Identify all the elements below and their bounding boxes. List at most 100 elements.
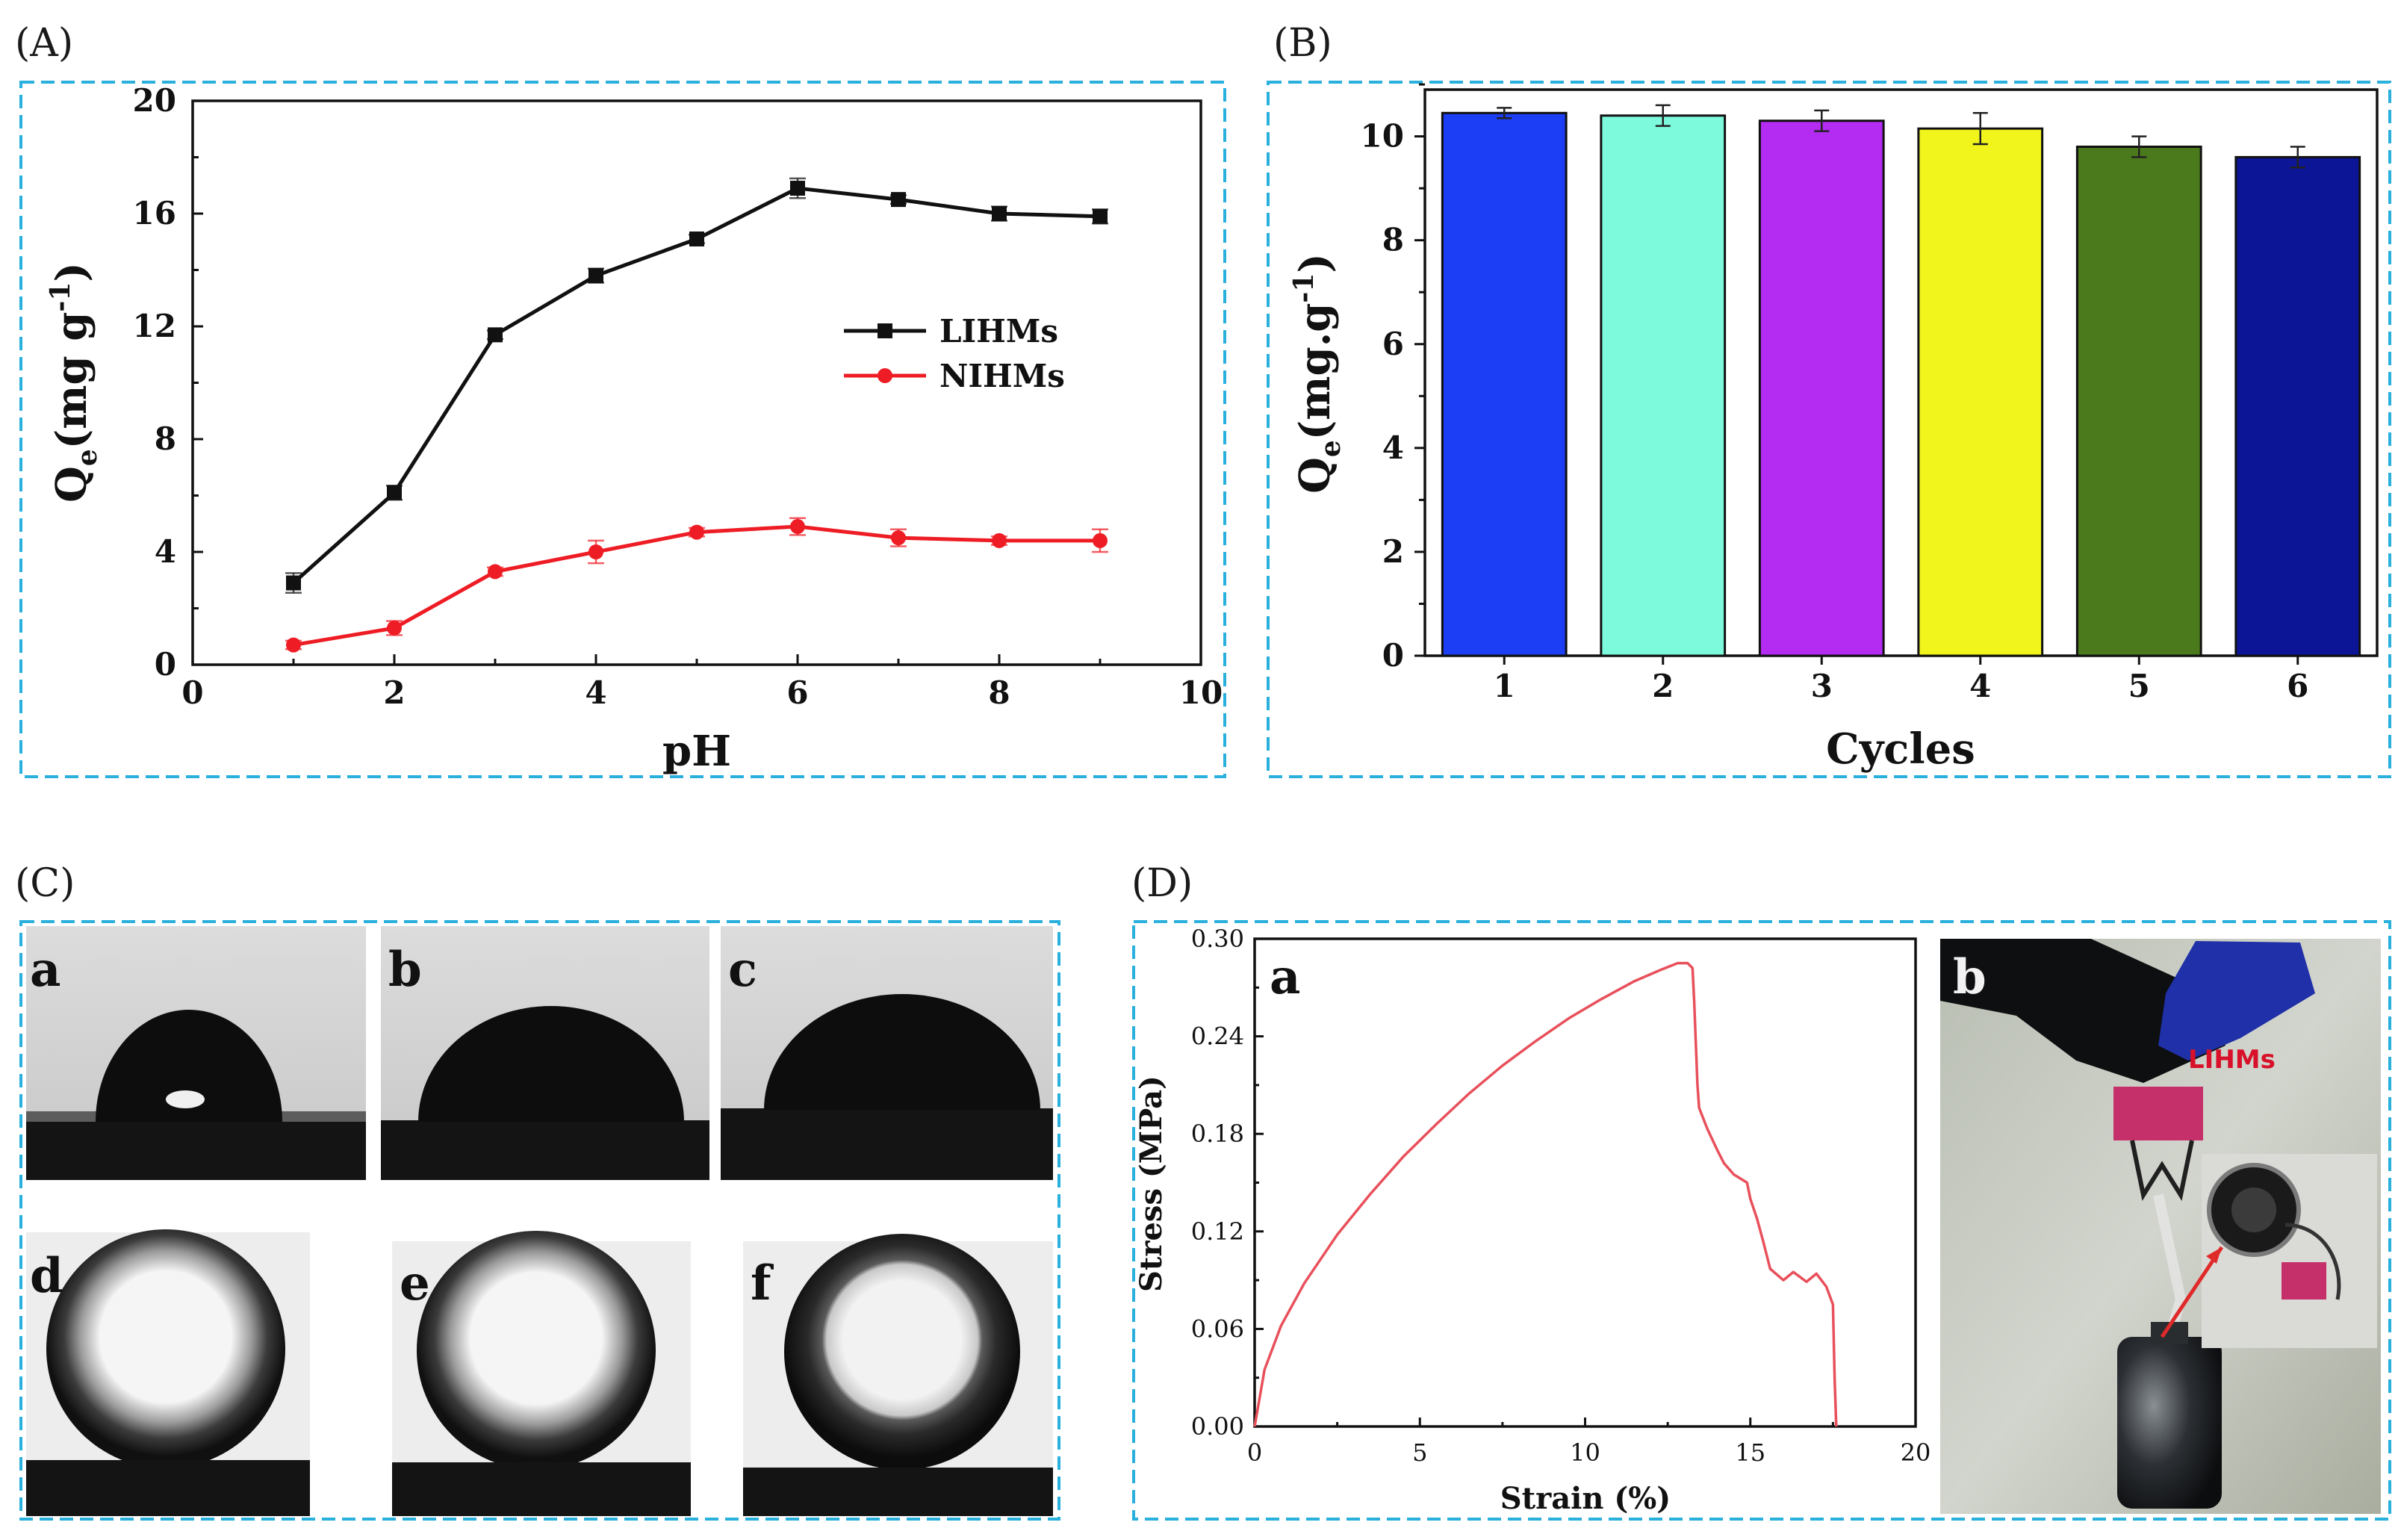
- y-tick-label: 8: [155, 420, 176, 457]
- panel-b-y-axis-label: Qe(mg.g-1): [1288, 253, 1347, 494]
- bar-cycle-2: [1600, 114, 1727, 657]
- image-label-f: f: [751, 1255, 774, 1311]
- data-point: [588, 544, 603, 559]
- panel-a-frame: [19, 81, 1226, 778]
- y-tick-label: 0.30: [1191, 925, 1244, 953]
- data-point: [1093, 208, 1108, 224]
- panel-d-sub-b: b: [1953, 949, 1987, 1005]
- blue-glove-icon: [2158, 941, 2315, 1061]
- x-tick-label: 2: [383, 674, 405, 711]
- photo-tag-lihms: LIHMs: [2188, 1045, 2276, 1075]
- data-point: [790, 181, 805, 196]
- y-label-close: ): [47, 262, 96, 282]
- panel-c-frame: [19, 920, 1060, 1521]
- image-label-b: b: [388, 942, 422, 998]
- y-label-close: ): [1290, 253, 1340, 273]
- x-tick-label: 10: [1179, 674, 1223, 711]
- panel-d-chart: 0 5 10 15 20 0.00 0.06 0.12 0.18 0.24 0.30 a Strai…: [1134, 925, 1931, 1516]
- panel-d-y-axis-label: Stress (MPa): [1134, 1075, 1169, 1292]
- y-tick-label: 8: [1382, 222, 1404, 258]
- y-label-q: Q: [1290, 457, 1340, 494]
- y-tick-label: 16: [133, 195, 176, 232]
- series-nihms: [285, 517, 1108, 653]
- data-point: [387, 620, 402, 636]
- data-point: [588, 268, 603, 284]
- image-label-d: d: [30, 1248, 63, 1304]
- x-tick-label: 5: [1412, 1438, 1427, 1467]
- y-label-sub: e: [72, 449, 103, 466]
- bar-cycle-3: [1758, 119, 1885, 657]
- y-tick-label: 0.06: [1191, 1314, 1244, 1343]
- image-label-a: a: [30, 942, 60, 998]
- y-label-sup: -1: [1288, 273, 1320, 303]
- y-tick-label: 0.12: [1191, 1217, 1244, 1246]
- x-tick-label: 2: [1652, 668, 1674, 704]
- panel-a-y-axis-label: Qe(mg g-1): [45, 262, 103, 503]
- y-label-sup: -1: [45, 282, 76, 312]
- svg-text:Qe(mg g-1): Qe(mg g-1): [45, 262, 103, 503]
- data-point: [286, 575, 301, 591]
- legend-label-lihms: LIHMs: [939, 313, 1058, 350]
- y-tick-label: 0.00: [1191, 1412, 1244, 1441]
- bar-cycle-4: [1917, 127, 2044, 657]
- y-tick-label: 6: [1382, 326, 1404, 362]
- legend-label-nihms: NIHMs: [939, 358, 1065, 394]
- x-tick-label: 4: [1969, 668, 1991, 704]
- legend-marker-nihms: [878, 368, 892, 383]
- svg-text:Qe(mg.g-1): Qe(mg.g-1): [1288, 253, 1347, 494]
- panel-d: (D) 0 5 10 15 20 0.00 0.06 0.12 0.18 0.24 0.30 a S…: [1131, 861, 2391, 1521]
- x-tick-label: 0: [181, 674, 203, 711]
- data-point: [689, 231, 704, 246]
- panel-a: (A) 0 2 4 6 8 10 0 4 8 12 16 20 LIHMs NIHMs pH Qe(m…: [15, 21, 1226, 778]
- panel-c-letter: (C): [15, 861, 75, 906]
- data-point: [286, 637, 301, 653]
- data-point: [488, 327, 503, 343]
- y-label-unit: (mg.g: [1290, 303, 1340, 441]
- panel-d-plot-area: [1253, 937, 1917, 1428]
- contact-angle-image-e: e: [392, 1231, 691, 1516]
- x-tick-label: 15: [1735, 1438, 1765, 1467]
- image-label-e: e: [400, 1255, 430, 1311]
- panel-a-x-axis-label: pH: [662, 727, 731, 776]
- y-tick-label: 12: [133, 308, 176, 344]
- x-tick-label: 3: [1811, 668, 1833, 704]
- y-tick-label: 20: [133, 82, 176, 119]
- x-tick-label: 4: [585, 674, 606, 711]
- x-tick-label: 0: [1247, 1438, 1262, 1467]
- panel-d-photo: LIHMs b: [1940, 939, 2381, 1514]
- series-line: [293, 524, 1100, 648]
- data-point: [992, 206, 1007, 221]
- y-tick-label: 0: [155, 646, 176, 683]
- panel-d-frame: [1132, 920, 2391, 1521]
- y-label-sub: e: [1315, 440, 1347, 457]
- panel-b: (B) 1 2 3 4 5 6 0 2 4 6 8 10 Cycles Qe(mg.g-1): [1267, 21, 2391, 778]
- y-tick-label: 4: [1382, 429, 1404, 466]
- panel-a-legend: LIHMs NIHMs: [844, 313, 1065, 394]
- contact-angle-image-c: c: [721, 926, 1053, 1180]
- data-point: [790, 519, 805, 535]
- y-label-q: Q: [47, 466, 96, 503]
- data-point: [891, 530, 906, 546]
- bar-cycle-1: [1441, 111, 1568, 657]
- data-point: [387, 485, 402, 500]
- data-point: [689, 524, 704, 540]
- x-tick-label: 5: [2128, 668, 2150, 704]
- arrow-icon: [2160, 1246, 2224, 1338]
- y-label-unit: (mg g: [47, 312, 96, 450]
- contact-angle-image-b: b: [381, 926, 709, 1180]
- contact-angle-image-d: d: [26, 1229, 310, 1516]
- legend-marker-lihms: [878, 323, 892, 338]
- image-label-c: c: [728, 942, 757, 998]
- weight-icon: [2117, 1337, 2222, 1509]
- panel-a-letter: (A): [15, 21, 73, 66]
- panel-b-chart: 1 2 3 4 5 6 0 2 4 6 8 10 Cycles Qe(mg.g-1): [1288, 83, 2379, 774]
- panel-d-letter: (D): [1131, 861, 1193, 906]
- panel-d-sub-a: a: [1270, 949, 1300, 1005]
- data-point: [891, 192, 906, 208]
- dark-hand: [1940, 939, 2225, 1083]
- y-tick-label: 0.18: [1191, 1120, 1244, 1148]
- panel-a-chart: 0 2 4 6 8 10 0 4 8 12 16 20 LIHMs NIHMs pH Qe(mg g-…: [45, 82, 1223, 776]
- data-point: [992, 533, 1007, 548]
- x-tick-label: 8: [988, 674, 1010, 711]
